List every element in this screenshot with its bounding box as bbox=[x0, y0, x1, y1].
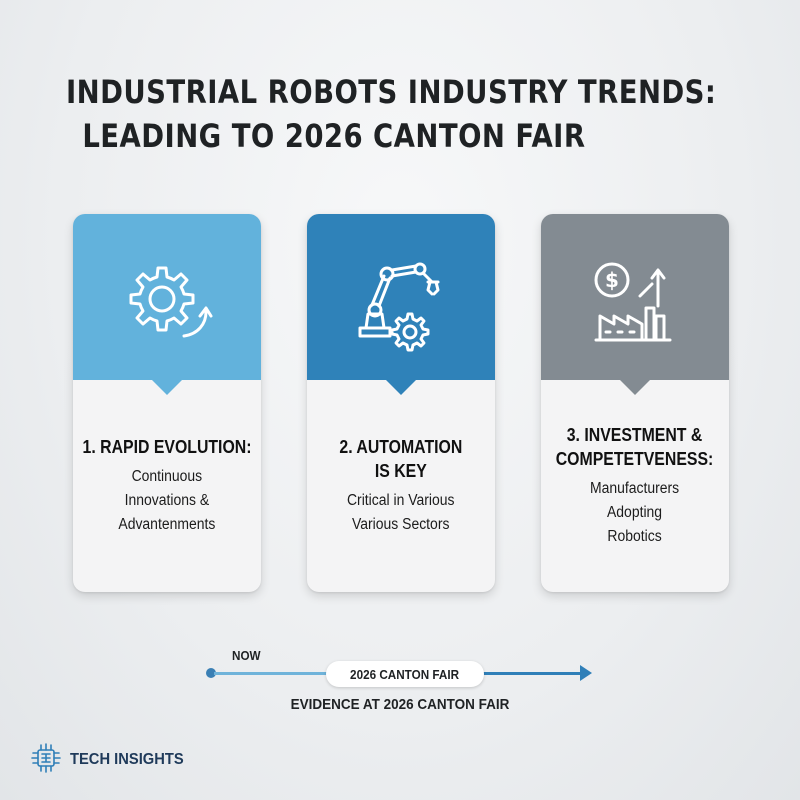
card-body: 1. RAPID EVOLUTION: Continuous Innovatio… bbox=[73, 380, 261, 592]
brand-name: TECH INSIGHTS bbox=[70, 751, 184, 768]
trend-card-investment: $ 3. INVESTMENT & COMPETETVENESS: Manufa… bbox=[541, 214, 729, 592]
trend-card-automation: 2. AUTOMATION IS KEY Critical in Various… bbox=[307, 214, 495, 592]
card-description: Continuous Innovations & Advantenments bbox=[118, 468, 216, 533]
timeline-caption: EVIDENCE AT 2026 CANTON FAIR bbox=[290, 696, 510, 713]
card-pointer bbox=[619, 379, 651, 395]
card-header bbox=[73, 214, 261, 380]
trend-card-rapid-evolution: 1. RAPID EVOLUTION: Continuous Innovatio… bbox=[73, 214, 261, 592]
timeline-start-dot bbox=[206, 668, 216, 678]
timeline-milestone-label: 2026 CANTON FAIR bbox=[350, 666, 460, 682]
card-heading: 3. INVESTMENT & COMPETETVENESS: bbox=[556, 425, 714, 469]
gear-arrow-icon bbox=[112, 254, 222, 359]
timeline-arrow-icon bbox=[580, 665, 592, 681]
card-description: Manufacturers Adopting Robotics bbox=[590, 480, 680, 545]
title-line-2: LEADING TO 2026 CANTON FAIR bbox=[82, 117, 586, 155]
robot-arm-icon bbox=[346, 254, 456, 359]
card-header: $ bbox=[541, 214, 729, 380]
card-pointer bbox=[385, 379, 417, 395]
timeline-line-left bbox=[214, 672, 330, 675]
brand-logo: TECH INSIGHTS bbox=[30, 742, 194, 779]
timeline: NOW 2026 CANTON FAIR EVIDENCE AT 2026 CA… bbox=[200, 640, 600, 720]
card-description: Critical in Various Various Sectors bbox=[347, 492, 455, 533]
timeline-milestone: 2026 CANTON FAIR bbox=[326, 661, 484, 687]
timeline-line-right bbox=[482, 672, 582, 675]
title-line-1: INDUSTRIAL ROBOTS INDUSTRY TRENDS: bbox=[66, 73, 717, 111]
circuit-chip-icon bbox=[30, 742, 62, 779]
card-body: 3. INVESTMENT & COMPETETVENESS: Manufact… bbox=[541, 380, 729, 592]
investment-factory-icon: $ bbox=[580, 254, 690, 359]
card-heading: 2. AUTOMATION IS KEY bbox=[339, 437, 463, 481]
page-title: INDUSTRIAL ROBOTS INDUSTRY TRENDS: LEADI… bbox=[66, 70, 716, 158]
card-header bbox=[307, 214, 495, 380]
card-body: 2. AUTOMATION IS KEY Critical in Various… bbox=[307, 380, 495, 592]
timeline-start-label: NOW bbox=[232, 648, 261, 663]
card-heading: 1. RAPID EVOLUTION: bbox=[82, 437, 252, 457]
svg-text:$: $ bbox=[605, 268, 619, 292]
card-pointer bbox=[151, 379, 183, 395]
